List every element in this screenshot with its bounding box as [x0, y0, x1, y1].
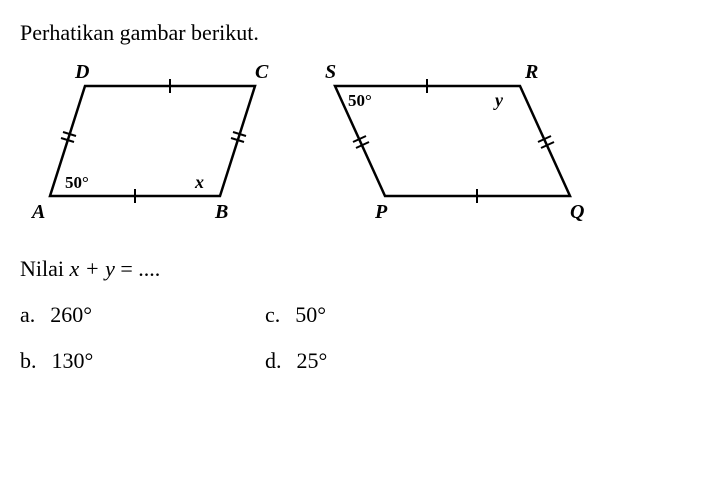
option-b: b. 130°	[20, 348, 225, 374]
angle-50-a: 50°	[65, 173, 89, 192]
option-c: c. 50°	[265, 302, 470, 328]
label-p: P	[374, 201, 388, 223]
angle-y: y	[493, 90, 504, 110]
question-text: Perhatikan gambar berikut.	[20, 20, 695, 46]
parallelogram-pqrs: S R P Q 50° y	[310, 56, 610, 226]
nilai-prefix: Nilai	[20, 256, 70, 281]
angle-x: x	[194, 172, 204, 192]
option-c-letter: c.	[265, 302, 280, 328]
label-d: D	[74, 61, 89, 83]
parallelogram-abcd: D C A B 50° x	[20, 56, 290, 226]
nilai-line: Nilai x + y = ....	[20, 256, 695, 282]
option-a-letter: a.	[20, 302, 35, 328]
label-c: C	[255, 61, 269, 83]
options-grid: a. 260° c. 50° b. 130° d. 25°	[20, 302, 470, 374]
nilai-suffix: = ....	[115, 256, 160, 281]
angle-50-s: 50°	[348, 91, 372, 110]
option-b-letter: b.	[20, 348, 37, 374]
option-c-value: 50°	[295, 302, 326, 328]
option-d: d. 25°	[265, 348, 470, 374]
label-r: R	[524, 61, 538, 83]
option-a: a. 260°	[20, 302, 225, 328]
label-s: S	[325, 61, 336, 83]
option-b-value: 130°	[52, 348, 94, 374]
figures-container: D C A B 50° x S R P Q 50° y	[20, 56, 695, 226]
label-a: A	[30, 201, 45, 223]
option-d-value: 25°	[297, 348, 328, 374]
option-a-value: 260°	[50, 302, 92, 328]
nilai-expr: x + y	[70, 256, 115, 281]
option-d-letter: d.	[265, 348, 282, 374]
label-b: B	[214, 201, 228, 223]
label-q: Q	[570, 201, 584, 223]
